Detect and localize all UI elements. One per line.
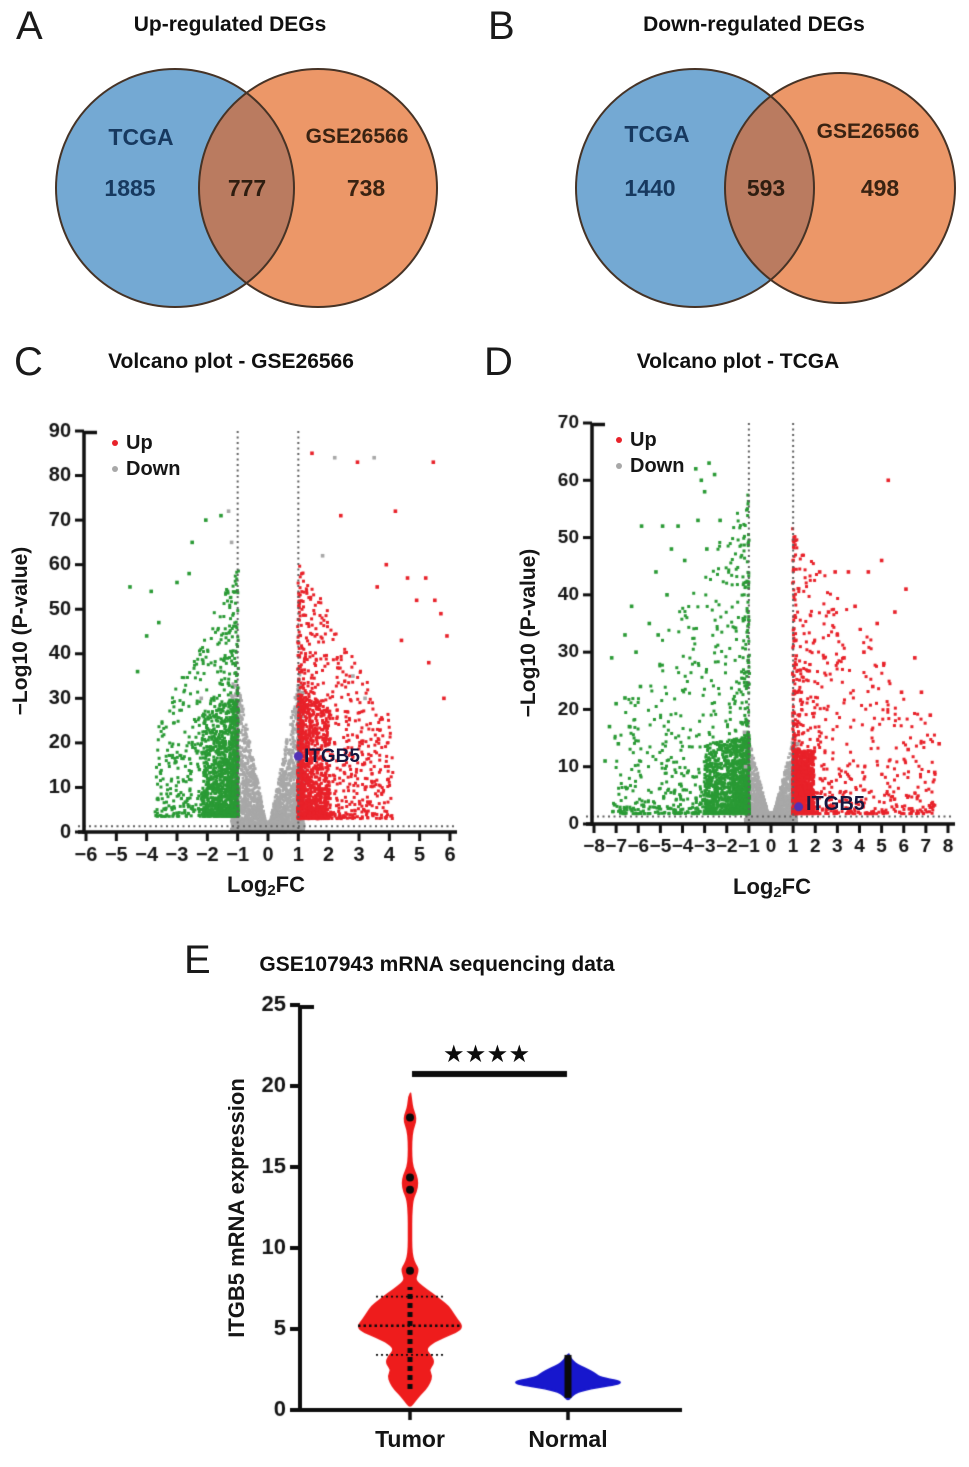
venn-a-title: Up-regulated DEGs — [133, 13, 327, 36]
venn-a-left-count: 1885 — [104, 175, 156, 201]
volcano-d-xlabel-base: Log — [733, 874, 774, 899]
volcano-d-legend-down-label: Down — [630, 455, 685, 477]
violin-e-title: GSE107943 mRNA sequencing data — [259, 953, 615, 976]
volcano-c-y-axis-label: −Log10 (P-value) — [9, 546, 32, 716]
volcano-c-title: Volcano plot - GSE26566 — [108, 350, 354, 373]
up-marker-icon — [112, 440, 118, 446]
panel-b-letter: B — [488, 4, 515, 48]
violin-e-category-normal: Normal — [528, 1426, 608, 1452]
violin-e-category-tumor: Tumor — [375, 1426, 445, 1452]
venn-b-left-count: 1440 — [624, 175, 676, 201]
down-marker-icon — [616, 463, 622, 469]
venn-a-right-set-label: GSE26566 — [305, 125, 409, 148]
venn-a-overlap-count: 777 — [227, 175, 267, 201]
venn-a-right-count: 738 — [346, 175, 386, 201]
volcano-c-xlabel-base: Log — [227, 872, 268, 897]
violin-e-y-axis-label: ITGB5 mRNA expression — [224, 1078, 249, 1338]
venn-b-right-count: 498 — [860, 175, 900, 201]
volcano-c-legend-down: Down — [112, 456, 180, 482]
volcano-d-gene-annotation: ITGB5 — [806, 793, 865, 815]
volcano-d-xlabel-sub: 2 — [773, 884, 782, 902]
volcano-d-legend-up: Up — [616, 427, 684, 453]
volcano-c-legend: Up Down — [112, 430, 180, 482]
panel-a-letter: A — [16, 4, 43, 48]
volcano-d-y-axis-label: −Log10 (P-value) — [517, 548, 540, 718]
volcano-d-legend-down: Down — [616, 453, 684, 479]
significance-stars: ★★★★ — [444, 1043, 532, 1066]
venn-diagram-up-regulated — [55, 68, 438, 308]
venn-b-right-set-label: GSE26566 — [816, 120, 920, 143]
panel-e-letter: E — [184, 938, 211, 982]
panel-c-letter: C — [14, 340, 43, 384]
volcano-c-xlabel-sub: 2 — [267, 882, 276, 900]
volcano-c-gene-annotation: ITGB5 — [304, 746, 360, 767]
down-marker-icon — [112, 466, 118, 472]
panel-d-letter: D — [484, 340, 513, 384]
volcano-d-xlabel-suffix: FC — [781, 874, 811, 899]
volcano-d-x-axis-label: Log2FC — [672, 874, 872, 901]
venn-diagram-down-regulated — [575, 68, 956, 308]
volcano-c-legend-down-label: Down — [126, 458, 181, 480]
volcano-c-xlabel-suffix: FC — [275, 872, 305, 897]
volcano-d-title: Volcano plot - TCGA — [636, 350, 840, 373]
volcano-d-legend-up-label: Up — [630, 429, 657, 451]
venn-b-title: Down-regulated DEGs — [643, 13, 865, 36]
volcano-c-legend-up: Up — [112, 430, 180, 456]
venn-a-left-set-label: TCGA — [108, 124, 174, 150]
venn-b-left-set-label: TCGA — [624, 121, 690, 147]
volcano-c-legend-up-label: Up — [126, 432, 153, 454]
venn-b-overlap-count: 593 — [746, 175, 786, 201]
volcano-d-legend: Up Down — [616, 427, 684, 479]
up-marker-icon — [616, 437, 622, 443]
volcano-c-x-axis-label: Log2FC — [166, 872, 366, 899]
